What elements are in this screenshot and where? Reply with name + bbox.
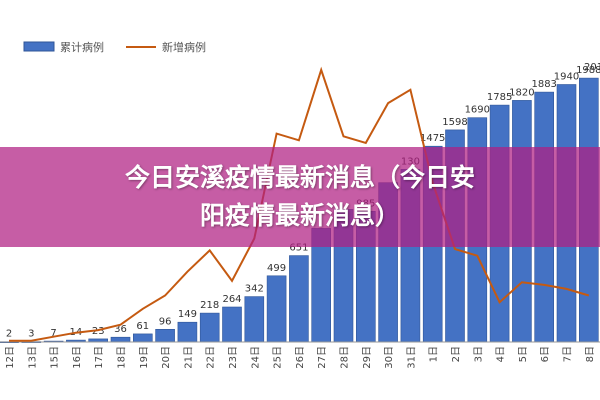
new-cases-line — [9, 66, 590, 342]
legend: 累计病例 新增病例 — [23, 40, 206, 54]
x-tick-label-5: 18日 — [117, 346, 128, 369]
bar-9 — [199, 312, 220, 343]
data-label-22: 1785 — [487, 92, 512, 103]
data-label-7: 96 — [159, 316, 172, 327]
bar-10 — [222, 306, 242, 343]
data-label-13: 651 — [289, 243, 308, 254]
data-label-23: 1820 — [509, 87, 534, 98]
x-tick-label-18: 31日 — [406, 346, 417, 369]
data-label-21: 1690 — [465, 105, 490, 116]
x-tick-label-24: 6日 — [540, 346, 551, 362]
data-label-0: 2 — [6, 329, 12, 340]
legend-label-cumulative: 累计病例 — [60, 40, 104, 54]
title-banner: 今日安溪疫情最新消息（今日安 阳疫情最新消息） — [0, 147, 600, 247]
x-tick-label-20: 2日 — [451, 346, 462, 362]
data-label-25: 1940 — [554, 72, 579, 83]
bar-8 — [177, 321, 198, 343]
banner-line-1: 今日安溪疫情最新消息（今日安 — [124, 163, 475, 192]
x-tick-label-0: 12日 — [5, 346, 16, 369]
data-label-19: 1475 — [420, 133, 445, 144]
x-tick-label-6: 19日 — [139, 346, 150, 369]
x-tick-label-14: 27日 — [317, 346, 328, 369]
data-label-8: 149 — [178, 309, 197, 320]
banner-line-2: 阳疫情最新消息） — [199, 201, 400, 230]
x-tick-label-23: 5日 — [518, 346, 529, 362]
x-tick-label-4: 17日 — [94, 346, 105, 369]
x-tick-labels-group: 12日 13日 15日 16日 17日 18日 19日 20日 21日 22日 23日 24日 25日 2… — [5, 346, 596, 369]
x-tick-label-19: 1日 — [429, 346, 440, 362]
data-label-11: 342 — [245, 284, 264, 295]
x-tick-label-11: 24日 — [250, 346, 261, 369]
x-tick-label-15: 28日 — [340, 346, 351, 369]
data-label-9: 218 — [200, 300, 219, 311]
data-label-12: 499 — [267, 263, 286, 274]
data-label-24: 1883 — [531, 79, 556, 90]
data-label-1: 3 — [28, 329, 34, 340]
x-tick-label-21: 3日 — [473, 346, 484, 362]
x-tick-label-26: 8日 — [585, 346, 596, 362]
data-label-extra: 201 — [584, 62, 600, 73]
legend-label-new: 新增病例 — [162, 40, 206, 54]
bar-6 — [133, 333, 153, 343]
data-label-6: 61 — [136, 321, 149, 332]
data-label-20: 1598 — [442, 117, 467, 128]
data-label-4: 23 — [92, 326, 105, 337]
x-tick-label-3: 16日 — [72, 346, 83, 369]
data-label-2: 7 — [50, 328, 56, 339]
legend-swatch-cumulative — [23, 41, 55, 52]
x-tick-label-1: 13日 — [27, 346, 38, 369]
x-tick-label-9: 22日 — [206, 346, 217, 369]
x-tick-label-17: 30日 — [384, 346, 395, 369]
x-tick-label-25: 7日 — [563, 346, 574, 362]
data-label-5: 36 — [114, 324, 127, 335]
data-label-10: 264 — [222, 294, 241, 305]
bar-5 — [110, 336, 131, 343]
data-label-26: 1988 — [576, 65, 600, 76]
x-tick-label-13: 26日 — [295, 346, 306, 369]
x-tick-label-2: 15日 — [50, 346, 61, 369]
x-tick-label-12: 25日 — [273, 346, 284, 369]
x-tick-label-16: 29日 — [362, 346, 373, 369]
x-tick-label-7: 20日 — [161, 346, 172, 369]
bar-11 — [244, 296, 265, 343]
x-tick-label-22: 4日 — [496, 346, 507, 362]
x-tick-label-10: 23日 — [228, 346, 239, 369]
x-tick-label-8: 21日 — [183, 346, 194, 369]
bar-12 — [266, 275, 287, 343]
bar-7 — [155, 328, 175, 343]
bar-13 — [289, 255, 309, 343]
